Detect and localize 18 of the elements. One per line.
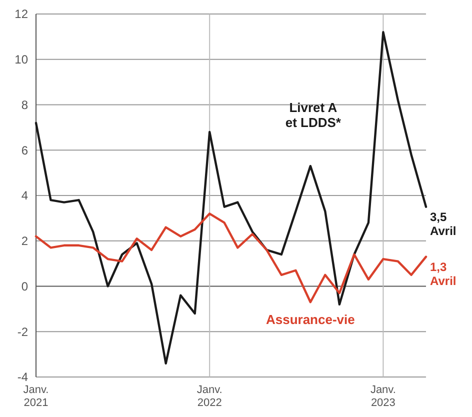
y-tick-label: 0 — [21, 279, 28, 294]
x-tick-label: Janv. 2021 — [23, 384, 49, 409]
line-series — [34, 212, 428, 304]
y-tick-label: -4 — [17, 370, 28, 384]
line-series — [34, 31, 428, 364]
annotation: 3,5 Avril — [430, 210, 456, 238]
annotation: 1,3 Avril — [430, 260, 456, 288]
y-tick-label: 12 — [14, 7, 28, 22]
y-tick-label: -2 — [17, 324, 28, 339]
x-tick-label: Janv. 2023 — [370, 384, 396, 409]
y-tick-label: 2 — [21, 234, 28, 248]
series-label: Assurance-vie — [266, 312, 355, 328]
y-tick-label: 6 — [21, 143, 28, 158]
text: Livret A et LDDS* — [285, 100, 342, 130]
y-tick-label: 10 — [14, 52, 28, 67]
y-tick-label: 4 — [21, 188, 28, 203]
x-tick-label: Janv. 2022 — [196, 384, 222, 409]
y-tick-label: 8 — [21, 98, 28, 112]
